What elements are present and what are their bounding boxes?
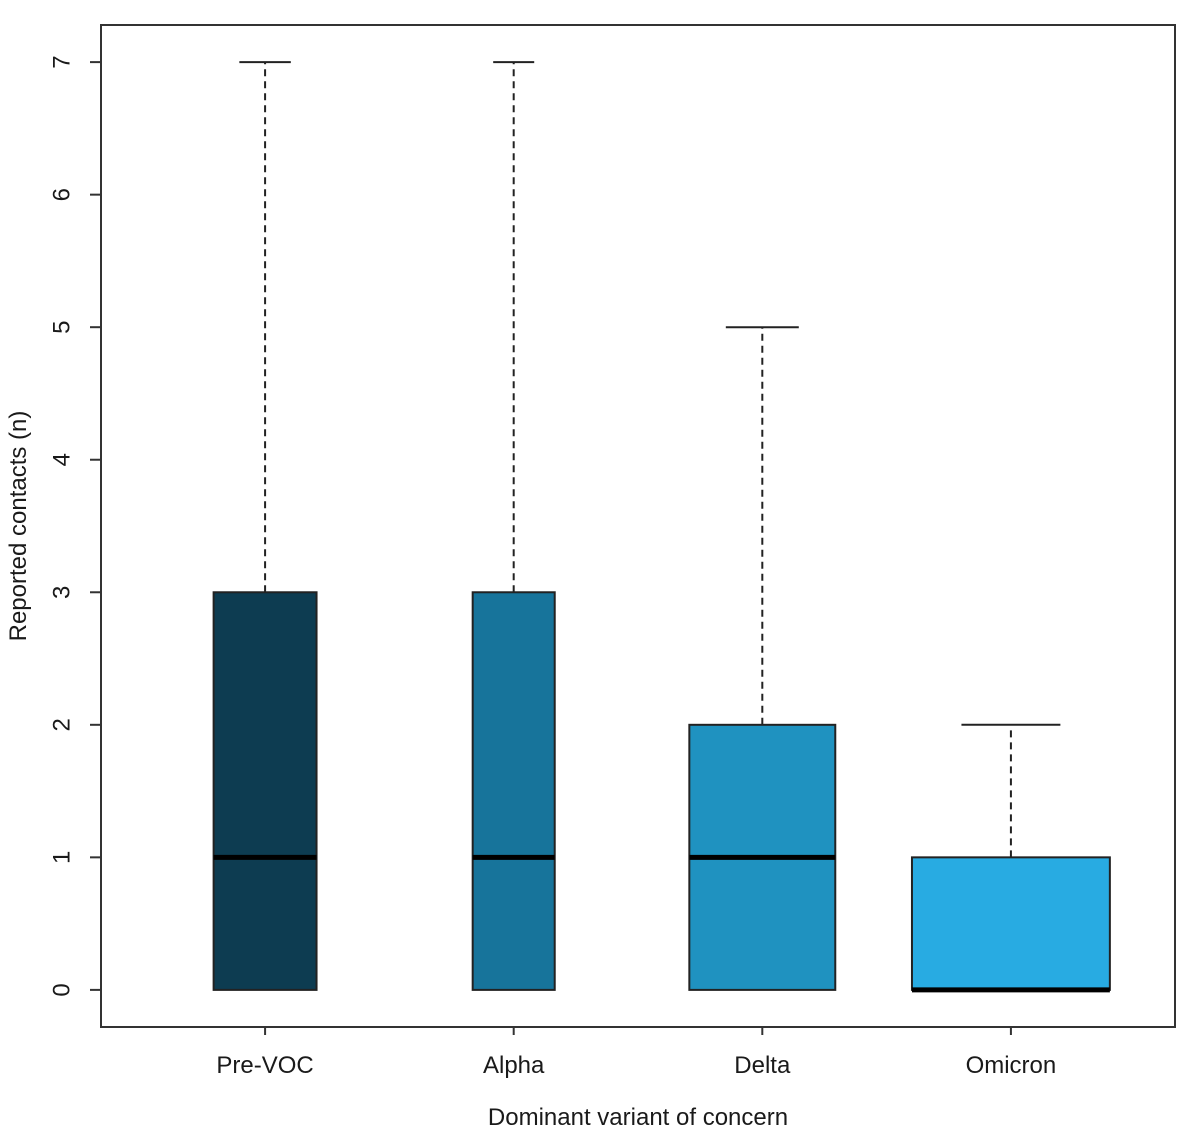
x-tick-label-pre-voc: Pre-VOC (216, 1052, 313, 1079)
x-axis-title: Dominant variant of concern (487, 1104, 789, 1131)
x-tick-label-delta: Delta (734, 1052, 791, 1079)
y-tick-label: 7 (49, 55, 76, 68)
plot-frame (100, 24, 1176, 1028)
y-axis-title: Reported contacts (n) (5, 410, 32, 642)
y-tick-label: 6 (49, 188, 76, 201)
y-tick-label: 1 (49, 851, 76, 864)
x-tick-label-omicron: Omicron (966, 1052, 1057, 1079)
y-tick-label: 4 (49, 453, 76, 466)
box-pre-voc (212, 591, 318, 991)
box-omicron (910, 856, 1111, 991)
x-tick-label-alpha: Alpha (483, 1052, 545, 1079)
y-tick-label: 0 (49, 983, 76, 996)
box-alpha (471, 591, 556, 991)
y-tick-label: 2 (49, 718, 76, 731)
y-tick-label: 3 (49, 586, 76, 599)
y-tick-label: 5 (49, 321, 76, 334)
